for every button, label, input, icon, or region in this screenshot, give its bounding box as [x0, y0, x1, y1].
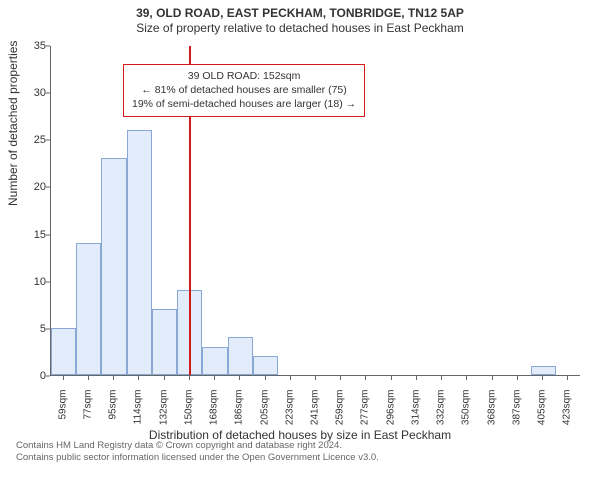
x-tick-mark: [189, 376, 190, 380]
x-tick-mark: [542, 376, 543, 380]
x-tick-mark: [441, 376, 442, 380]
x-tick-label: 296sqm: [385, 390, 396, 430]
x-tick-label: 277sqm: [360, 390, 371, 430]
chart-container: Number of detached properties 0510152025…: [0, 36, 600, 466]
x-tick-label: 77sqm: [82, 390, 93, 430]
footer-attribution: Contains HM Land Registry data © Crown c…: [0, 440, 600, 464]
plot-area: 39 OLD ROAD: 152sqm ← 81% of detached ho…: [50, 46, 580, 376]
x-tick-label: 241sqm: [310, 390, 321, 430]
x-tick-mark: [164, 376, 165, 380]
x-tick-mark: [63, 376, 64, 380]
x-tick-label: 314sqm: [410, 390, 421, 430]
histogram-bar: [76, 243, 101, 375]
x-tick-mark: [214, 376, 215, 380]
x-tick-mark: [466, 376, 467, 380]
x-tick-mark: [365, 376, 366, 380]
x-tick-label: 95sqm: [108, 390, 119, 430]
x-tick-mark: [290, 376, 291, 380]
x-tick-mark: [315, 376, 316, 380]
histogram-bar: [228, 337, 253, 375]
histogram-bar: [531, 366, 556, 375]
footer-line-1: Contains HM Land Registry data © Crown c…: [16, 440, 600, 452]
x-tick-label: 387sqm: [511, 390, 522, 430]
x-tick-mark: [265, 376, 266, 380]
x-tick-mark: [567, 376, 568, 380]
histogram-bar: [51, 328, 76, 375]
x-tick-label: 350sqm: [461, 390, 472, 430]
chart-title-block: 39, OLD ROAD, EAST PECKHAM, TONBRIDGE, T…: [0, 0, 600, 36]
y-tick-label: 30: [0, 87, 46, 99]
x-tick-label: 405sqm: [537, 390, 548, 430]
x-tick-mark: [138, 376, 139, 380]
x-tick-mark: [88, 376, 89, 380]
y-tick-label: 25: [0, 134, 46, 146]
x-tick-label: 423sqm: [562, 390, 573, 430]
x-tick-label: 223sqm: [284, 390, 295, 430]
y-tick-label: 0: [0, 370, 46, 382]
annotation-box: 39 OLD ROAD: 152sqm ← 81% of detached ho…: [123, 64, 365, 117]
x-tick-label: 186sqm: [234, 390, 245, 430]
histogram-bar: [127, 130, 152, 375]
histogram-bar: [101, 158, 126, 375]
annotation-line-1: 39 OLD ROAD: 152sqm: [132, 69, 356, 83]
histogram-bar: [202, 347, 227, 375]
y-tick-label: 20: [0, 181, 46, 193]
x-tick-mark: [416, 376, 417, 380]
x-tick-label: 114sqm: [133, 390, 144, 430]
x-tick-label: 59sqm: [57, 390, 68, 430]
x-tick-label: 332sqm: [436, 390, 447, 430]
footer-line-2: Contains public sector information licen…: [16, 452, 600, 464]
chart-title-sub: Size of property relative to detached ho…: [0, 21, 600, 36]
y-tick-label: 5: [0, 323, 46, 335]
histogram-bar: [253, 356, 278, 375]
histogram-bar: [152, 309, 177, 375]
x-tick-mark: [492, 376, 493, 380]
x-tick-label: 205sqm: [259, 390, 270, 430]
x-tick-label: 132sqm: [158, 390, 169, 430]
annotation-line-3: 19% of semi-detached houses are larger (…: [132, 97, 356, 111]
x-tick-mark: [239, 376, 240, 380]
x-tick-label: 168sqm: [209, 390, 220, 430]
x-tick-mark: [391, 376, 392, 380]
y-tick-label: 15: [0, 229, 46, 241]
y-tick-label: 35: [0, 40, 46, 52]
chart-title-main: 39, OLD ROAD, EAST PECKHAM, TONBRIDGE, T…: [0, 6, 600, 21]
x-tick-mark: [340, 376, 341, 380]
x-tick-mark: [113, 376, 114, 380]
x-tick-label: 368sqm: [486, 390, 497, 430]
x-tick-label: 259sqm: [335, 390, 346, 430]
y-tick-label: 10: [0, 276, 46, 288]
x-tick-label: 150sqm: [183, 390, 194, 430]
x-tick-mark: [517, 376, 518, 380]
annotation-line-2: ← 81% of detached houses are smaller (75…: [132, 83, 356, 97]
